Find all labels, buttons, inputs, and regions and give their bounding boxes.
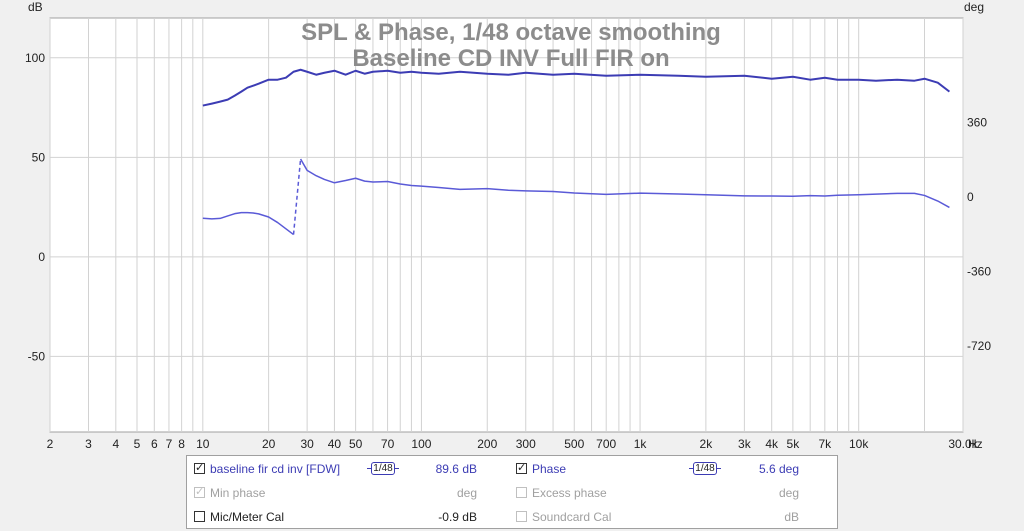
legend-label-spl: baseline fir cd inv [FDW]	[210, 462, 341, 476]
x-tick-label: 20	[262, 437, 276, 451]
legend-item-excess-phase: Excess phase	[516, 485, 676, 501]
x-unit-label: Hz	[968, 437, 983, 451]
chart-subtitle: Baseline CD INV Full FIR on	[352, 45, 669, 72]
y-right-tick-label: 360	[967, 115, 987, 129]
spl-line	[202, 68, 951, 107]
x-tick-label: 7	[166, 437, 173, 451]
smoothing-value-phase[interactable]: 1/48	[693, 462, 717, 475]
y-right-axis-label: deg	[964, 0, 984, 14]
spl-phase-chart: 2 3 4 5 6 7 8 10 20 30 40 50 70 100 200 300 500 700 1k 2k 3k…	[25, 0, 991, 451]
x-tick-label: 1k	[634, 437, 648, 451]
legend-value-soundcard-cal: dB	[784, 510, 799, 524]
x-tick-label: 100	[411, 437, 431, 451]
checkbox-mic-cal[interactable]	[194, 511, 205, 522]
x-tick-label: 300	[516, 437, 536, 451]
phase-wrap-jump	[292, 158, 302, 235]
smoothing-value-spl[interactable]: 1/48	[371, 462, 395, 475]
y-left-tick-label: 50	[32, 150, 46, 164]
legend-value-phase: 5.6 deg	[758, 462, 799, 476]
checkbox-soundcard-cal	[516, 511, 527, 522]
x-tick-label: 2	[47, 437, 54, 451]
legend-item-soundcard-cal: Soundcard Cal	[516, 509, 676, 525]
x-tick-label: 30	[300, 437, 314, 451]
x-tick-label: 4	[112, 437, 119, 451]
y-left-tick-label: 0	[38, 250, 45, 264]
legend-value-spl: 89.6 dB	[435, 462, 477, 476]
y-right-tick-label: -360	[967, 264, 991, 278]
legend-value-mic-cal: -0.9 dB	[438, 510, 477, 524]
x-tick-label: 5k	[787, 437, 801, 451]
x-gridlines	[49, 18, 964, 432]
legend-label-phase: Phase	[532, 462, 567, 476]
phase-line	[299, 158, 950, 209]
legend-panel: ✓ baseline fir cd inv [FDW] 1/48 89.6 dB…	[186, 455, 838, 529]
y-left-tick-label: 100	[25, 51, 45, 65]
y-right-tick-label: -720	[967, 339, 991, 353]
y-gridlines	[50, 57, 963, 357]
x-tick-label: 10k	[849, 437, 869, 451]
x-tick-label: 500	[564, 437, 584, 451]
checkbox-min-phase: ✓	[194, 486, 205, 498]
chart-title: SPL & Phase, 1/48 octave smoothing	[301, 19, 721, 46]
y-left-axis-label: dB	[28, 0, 43, 14]
y-left-tick-labels: 100 50 0 -50	[25, 51, 45, 364]
x-tick-label: 7k	[818, 437, 832, 451]
legend-label-soundcard-cal: Soundcard Cal	[532, 510, 612, 524]
y-right-tick-label: 0	[967, 190, 974, 204]
x-tick-label: 10	[196, 437, 210, 451]
checkbox-spl[interactable]: ✓	[194, 462, 205, 474]
legend-item-mic-cal[interactable]: Mic/Meter Cal	[194, 509, 394, 525]
legend-label-excess-phase: Excess phase	[532, 486, 607, 500]
legend-value-min-phase: deg	[456, 486, 477, 500]
x-tick-label: 30.0k	[948, 437, 978, 451]
legend-label-min-phase: Min phase	[210, 486, 266, 500]
checkbox-excess-phase	[516, 487, 527, 498]
x-tick-label: 5	[134, 437, 141, 451]
x-tick-labels: 2 3 4 5 6 7 8 10 20 30 40 50 70 100 200 300 500 700 1k 2k 3k…	[47, 437, 979, 451]
x-tick-label: 40	[328, 437, 342, 451]
smoothing-control-phase[interactable]: 1/48	[689, 462, 721, 476]
x-tick-label: 3	[85, 437, 92, 451]
legend-item-min-phase: ✓ Min phase	[194, 485, 394, 501]
y-right-tick-labels: 360 0 -360 -720	[967, 115, 991, 353]
legend-item-spl[interactable]: ✓ baseline fir cd inv [FDW]	[194, 461, 484, 477]
x-tick-label: 3k	[738, 437, 752, 451]
smoothing-control-spl[interactable]: 1/48	[367, 462, 399, 476]
x-tick-label: 2k	[700, 437, 714, 451]
x-tick-label: 50	[349, 437, 363, 451]
x-tick-label: 6	[151, 437, 158, 451]
legend-item-phase[interactable]: ✓ Phase	[516, 461, 656, 477]
x-tick-label: 4k	[765, 437, 779, 451]
plot-area	[49, 17, 964, 433]
x-tick-label: 8	[178, 437, 185, 451]
series-layer	[202, 68, 951, 236]
y-left-tick-label: -50	[28, 349, 46, 363]
x-tick-label: 200	[477, 437, 497, 451]
legend-value-excess-phase: deg	[778, 486, 799, 500]
phase-line	[202, 211, 294, 236]
legend-label-mic-cal: Mic/Meter Cal	[210, 510, 285, 524]
x-tick-label: 700	[596, 437, 616, 451]
x-tick-label: 70	[381, 437, 395, 451]
checkbox-phase[interactable]: ✓	[516, 462, 527, 474]
